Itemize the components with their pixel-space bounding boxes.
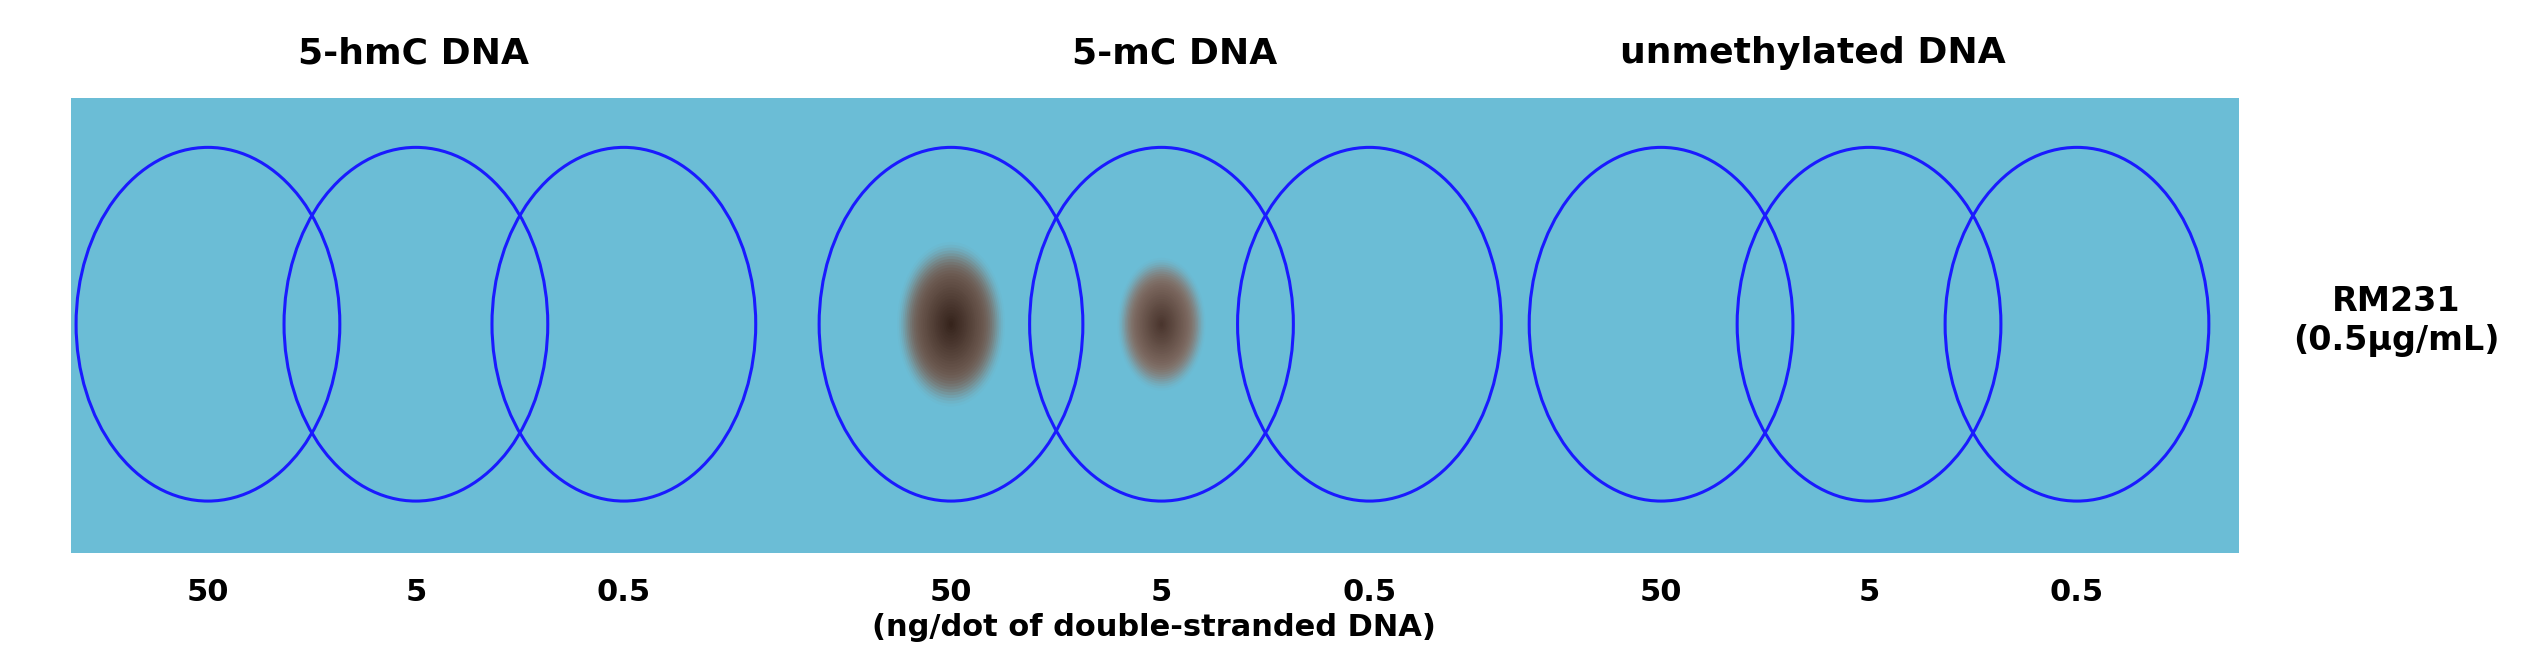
Text: 50: 50 <box>188 578 228 607</box>
Text: 50: 50 <box>931 578 971 607</box>
Text: RM231
(0.5μg/mL): RM231 (0.5μg/mL) <box>2293 286 2500 356</box>
Text: (ng/dot of double-stranded DNA): (ng/dot of double-stranded DNA) <box>872 613 1435 642</box>
Text: 5-hmC DNA: 5-hmC DNA <box>297 36 530 70</box>
Text: 0.5: 0.5 <box>596 578 652 607</box>
Text: 5-mC DNA: 5-mC DNA <box>1073 36 1276 70</box>
Text: 5: 5 <box>1151 578 1172 607</box>
Text: 5: 5 <box>1859 578 1879 607</box>
Text: 50: 50 <box>1641 578 1681 607</box>
Text: unmethylated DNA: unmethylated DNA <box>1621 36 2006 70</box>
Text: 0.5: 0.5 <box>2049 578 2105 607</box>
Text: 0.5: 0.5 <box>1342 578 1397 607</box>
Text: 5: 5 <box>406 578 426 607</box>
